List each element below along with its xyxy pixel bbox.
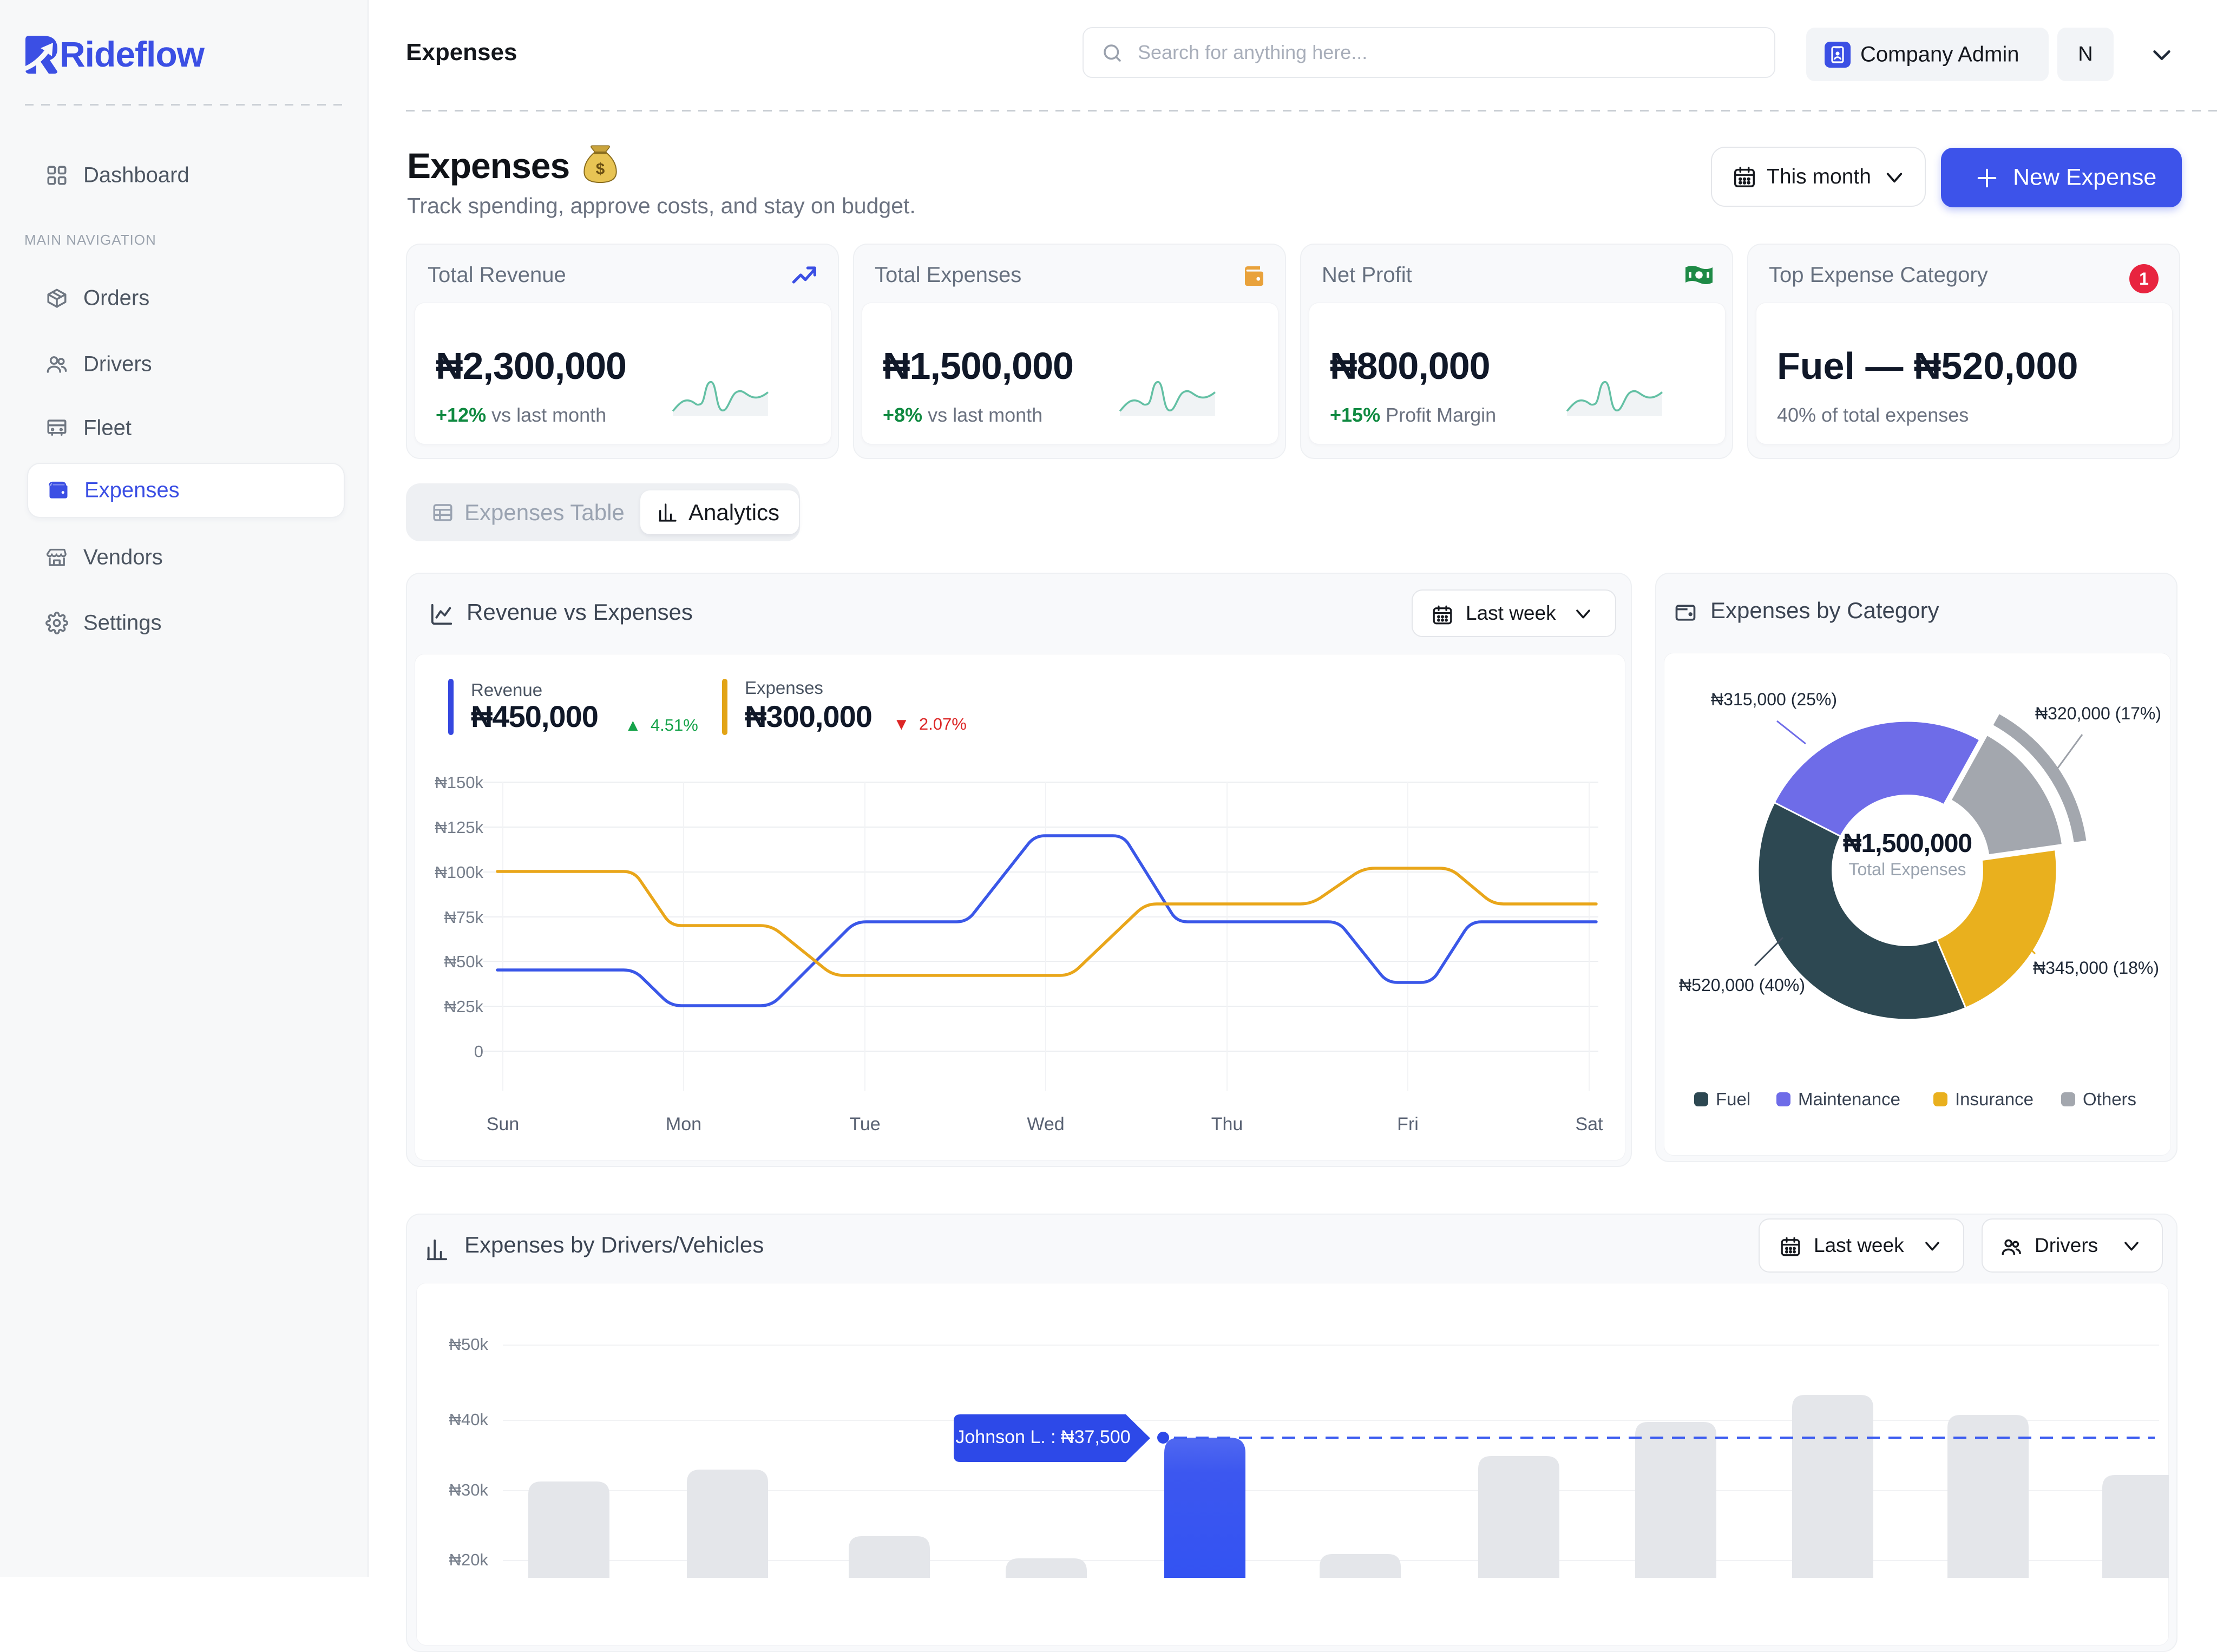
svg-text:$: $ [596,160,605,178]
